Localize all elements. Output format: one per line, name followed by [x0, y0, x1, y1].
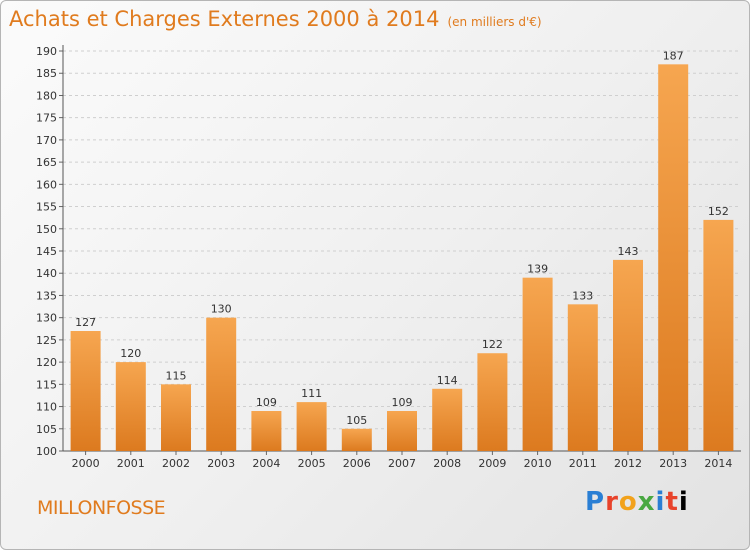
- chart-title-block: Achats et Charges Externes 2000 à 2014 (e…: [9, 7, 542, 31]
- x-tick-label: 2003: [207, 457, 235, 470]
- bar: [522, 277, 553, 451]
- x-tick-label: 2009: [478, 457, 506, 470]
- proxiti-logo: Proxiti: [585, 487, 689, 517]
- bar-value-label: 143: [618, 245, 639, 258]
- bar-value-label: 115: [166, 369, 187, 382]
- bar: [387, 411, 417, 451]
- x-tick-label: 2000: [72, 457, 100, 470]
- x-tick-label: 2011: [569, 457, 597, 470]
- bar: [477, 353, 508, 451]
- bar: [703, 219, 734, 451]
- x-tick-label: 2008: [433, 457, 461, 470]
- y-tick-label: 145: [36, 245, 57, 258]
- logo-letter: x: [637, 487, 656, 517]
- bar: [567, 304, 598, 451]
- x-tick-label: 2004: [252, 457, 280, 470]
- y-tick-label: 125: [36, 334, 57, 347]
- bar: [296, 402, 327, 451]
- bar-value-label: 127: [75, 316, 96, 329]
- bar-value-label: 105: [346, 414, 367, 427]
- logo-letter: o: [618, 487, 638, 517]
- y-tick-label: 170: [36, 134, 57, 147]
- commune-name: MILLONFOSSE: [37, 497, 166, 519]
- bar-value-label: 109: [256, 396, 277, 409]
- bar-value-label: 111: [301, 387, 322, 400]
- y-tick-label: 135: [36, 289, 57, 302]
- x-tick-label: 2006: [343, 457, 371, 470]
- y-tick-label: 115: [36, 378, 57, 391]
- logo-letter: t: [665, 487, 679, 517]
- logo-letter: i: [678, 487, 689, 517]
- x-tick-label: 2005: [298, 457, 326, 470]
- bar: [206, 317, 237, 451]
- x-tick-label: 2013: [659, 457, 687, 470]
- bar-value-label: 122: [482, 338, 503, 351]
- y-tick-label: 165: [36, 156, 57, 169]
- x-tick-label: 2010: [524, 457, 552, 470]
- bar-value-label: 133: [572, 289, 593, 302]
- bar: [115, 362, 146, 451]
- y-tick-label: 175: [36, 112, 57, 125]
- y-tick-label: 185: [36, 67, 57, 80]
- bar-value-label: 114: [437, 374, 458, 387]
- logo-letter: P: [585, 487, 606, 517]
- logo-letter: r: [605, 487, 619, 517]
- x-tick-label: 2012: [614, 457, 642, 470]
- y-tick-label: 150: [36, 223, 57, 236]
- bar: [613, 259, 643, 451]
- bar-value-label: 152: [708, 205, 729, 218]
- y-tick-label: 155: [36, 201, 57, 214]
- y-tick-label: 100: [36, 445, 57, 458]
- chart-title: Achats et Charges Externes 2000 à 2014: [9, 7, 440, 31]
- bar: [70, 331, 101, 451]
- chart-unit: (en milliers d'€): [447, 15, 542, 29]
- x-tick-label: 2002: [162, 457, 190, 470]
- bar: [251, 411, 282, 451]
- y-tick-label: 130: [36, 312, 57, 325]
- bar-value-label: 130: [211, 303, 232, 316]
- y-tick-label: 190: [36, 45, 57, 58]
- y-tick-label: 105: [36, 423, 57, 436]
- x-tick-label: 2007: [388, 457, 416, 470]
- bar: [341, 428, 372, 451]
- bar-value-label: 139: [527, 263, 548, 276]
- y-tick-label: 180: [36, 89, 57, 102]
- x-tick-label: 2001: [117, 457, 145, 470]
- bar: [658, 64, 689, 452]
- bar-value-label: 109: [392, 396, 413, 409]
- bar: [161, 384, 191, 451]
- bar-value-label: 120: [120, 347, 141, 360]
- y-tick-label: 160: [36, 178, 57, 191]
- x-tick-label: 2014: [704, 457, 732, 470]
- logo-letter: i: [655, 487, 666, 517]
- bar-value-label: 187: [663, 49, 684, 62]
- y-tick-label: 110: [36, 401, 57, 414]
- bar: [432, 388, 463, 451]
- y-tick-label: 140: [36, 267, 57, 280]
- y-tick-label: 120: [36, 356, 57, 369]
